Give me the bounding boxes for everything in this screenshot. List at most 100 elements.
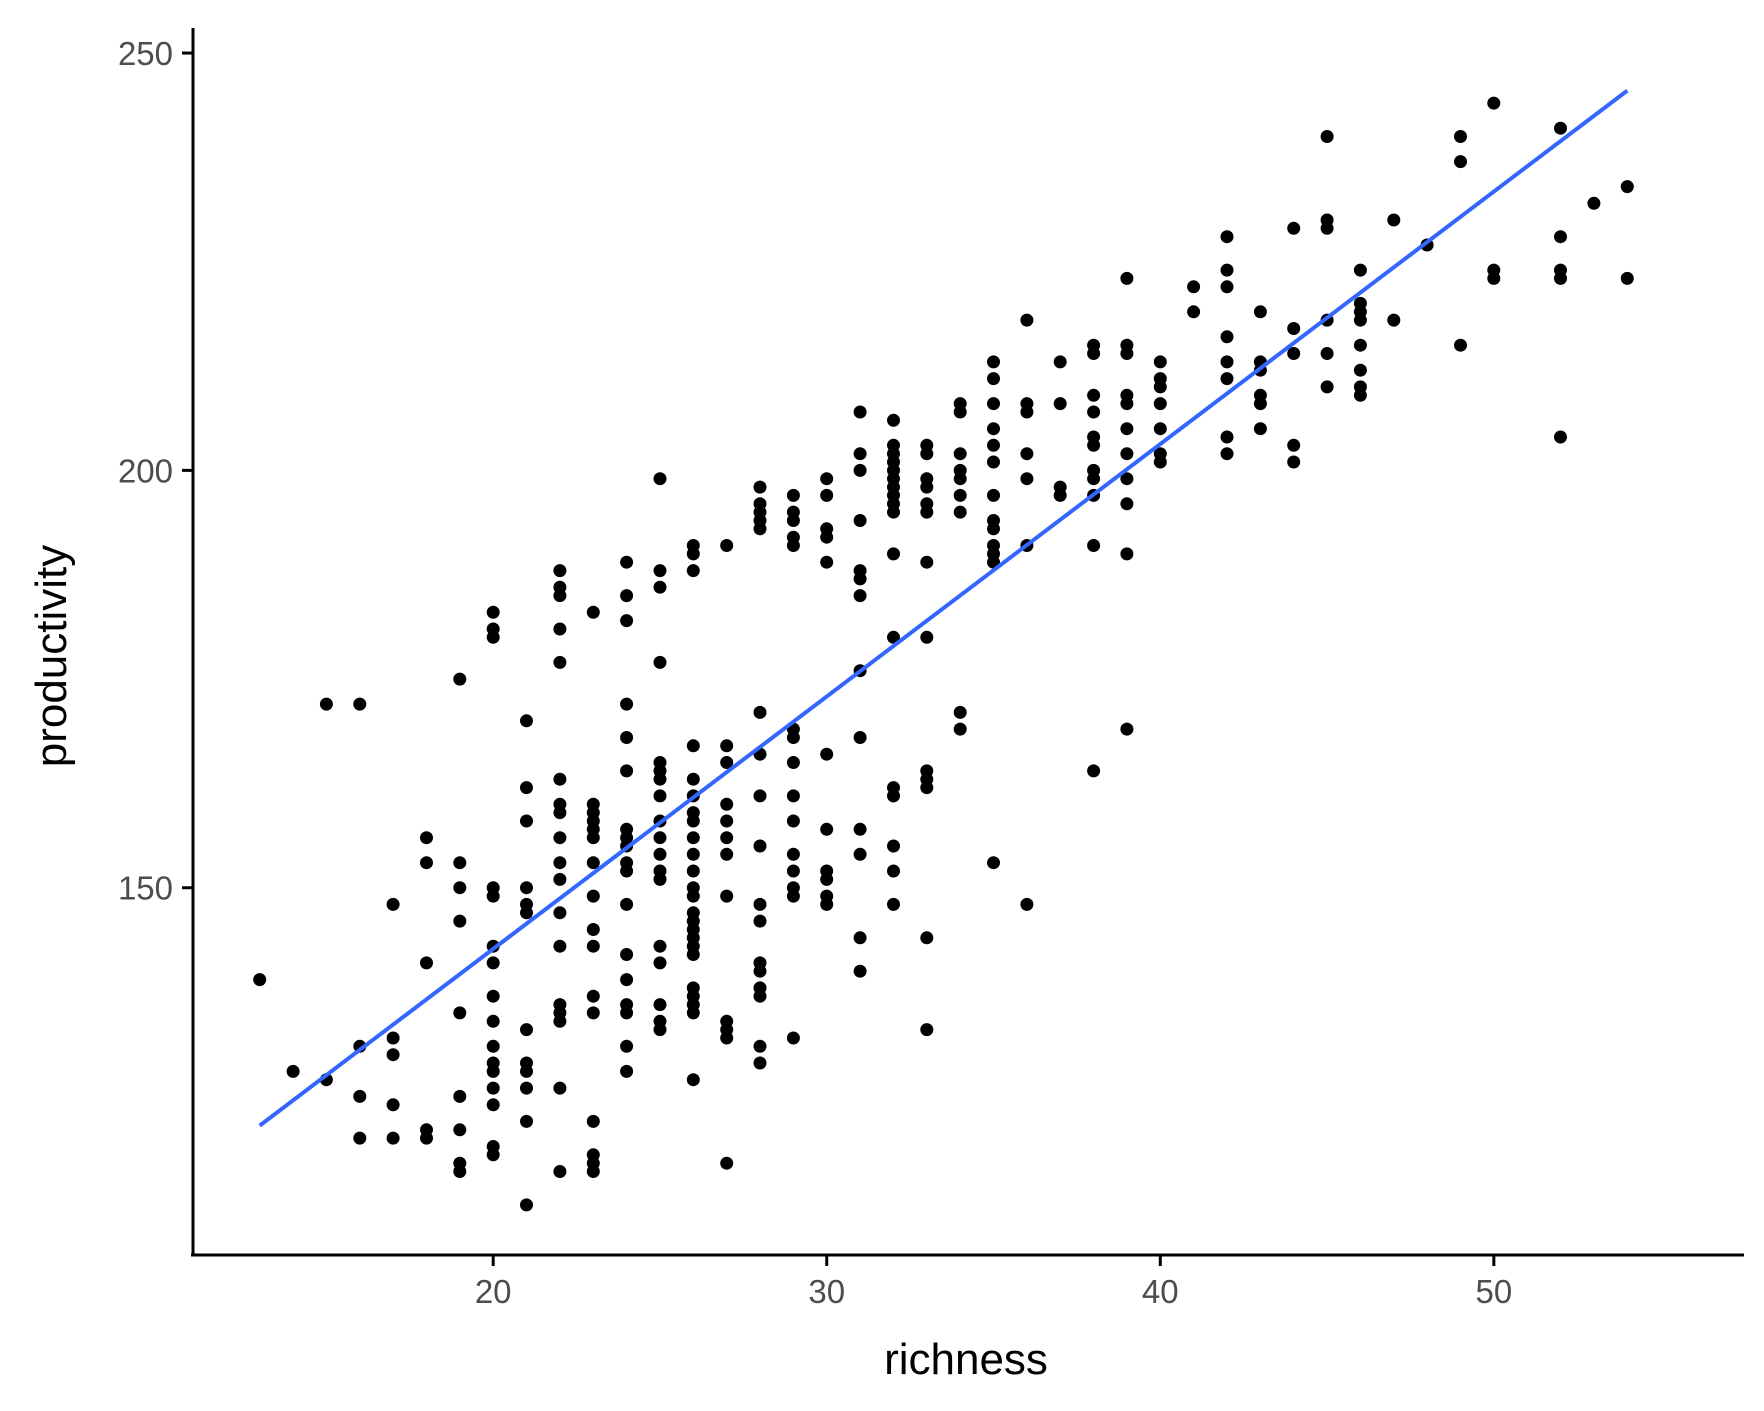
data-point bbox=[253, 973, 267, 987]
data-point bbox=[786, 505, 800, 519]
data-point bbox=[586, 605, 600, 619]
x-tick-label: 40 bbox=[1142, 1273, 1179, 1310]
data-point bbox=[1620, 180, 1634, 194]
data-point bbox=[1487, 263, 1501, 277]
data-point bbox=[653, 655, 667, 669]
data-point bbox=[1187, 305, 1201, 319]
data-point bbox=[586, 889, 600, 903]
data-point bbox=[1454, 155, 1467, 169]
data-point bbox=[553, 797, 567, 811]
data-point bbox=[1087, 463, 1101, 477]
data-point bbox=[853, 847, 867, 861]
data-point bbox=[1120, 388, 1134, 402]
data-point bbox=[453, 1123, 467, 1137]
data-point bbox=[686, 564, 700, 578]
data-point bbox=[386, 1098, 400, 1112]
data-point bbox=[887, 413, 900, 427]
data-point bbox=[1153, 397, 1167, 411]
data-point bbox=[653, 1014, 667, 1028]
data-point bbox=[1220, 372, 1234, 386]
data-point bbox=[720, 539, 734, 552]
data-point bbox=[486, 1039, 500, 1053]
data-point bbox=[586, 797, 600, 811]
data-point bbox=[319, 697, 333, 711]
data-point bbox=[720, 739, 734, 753]
data-point bbox=[653, 956, 667, 970]
data-point bbox=[553, 772, 567, 786]
x-tick-label: 50 bbox=[1475, 1273, 1512, 1310]
data-point bbox=[753, 1039, 767, 1053]
data-point bbox=[953, 447, 967, 461]
data-point bbox=[1120, 472, 1134, 486]
data-point bbox=[753, 789, 767, 803]
data-point bbox=[286, 1064, 300, 1078]
data-point bbox=[753, 897, 767, 911]
data-point bbox=[920, 630, 934, 644]
data-point bbox=[920, 931, 934, 945]
data-point bbox=[586, 989, 600, 1003]
data-point bbox=[820, 747, 834, 761]
data-point bbox=[853, 405, 867, 419]
data-point bbox=[386, 1031, 400, 1045]
data-point bbox=[686, 981, 700, 995]
data-point bbox=[486, 1014, 500, 1028]
data-point bbox=[553, 1081, 567, 1095]
data-point bbox=[686, 864, 700, 878]
data-point bbox=[720, 847, 734, 861]
data-point bbox=[620, 897, 634, 911]
data-point bbox=[420, 956, 433, 970]
data-point bbox=[620, 1064, 634, 1078]
x-ticks: 20 30 40 50 bbox=[475, 1255, 1512, 1310]
data-point bbox=[953, 397, 967, 411]
data-point bbox=[686, 806, 700, 820]
data-point bbox=[1120, 547, 1134, 561]
data-point bbox=[1120, 722, 1134, 736]
data-point bbox=[520, 881, 533, 895]
data-point bbox=[1554, 121, 1567, 135]
data-point bbox=[453, 914, 467, 928]
data-point bbox=[1387, 213, 1401, 227]
data-point bbox=[1020, 897, 1034, 911]
data-point bbox=[786, 1031, 800, 1045]
data-point bbox=[1220, 263, 1234, 277]
data-point bbox=[586, 923, 600, 936]
data-point bbox=[1353, 338, 1367, 352]
data-point bbox=[720, 1156, 734, 1170]
data-point bbox=[1087, 338, 1101, 352]
data-point bbox=[720, 756, 734, 769]
data-point bbox=[753, 839, 767, 853]
data-point bbox=[653, 847, 667, 861]
data-point bbox=[1554, 263, 1567, 277]
data-point bbox=[987, 514, 1000, 527]
data-point bbox=[786, 881, 800, 895]
data-point bbox=[786, 530, 800, 544]
data-point bbox=[1220, 280, 1234, 294]
data-point bbox=[486, 989, 500, 1003]
data-point bbox=[953, 705, 967, 719]
data-point bbox=[520, 897, 533, 911]
data-point bbox=[653, 564, 667, 578]
data-point bbox=[820, 864, 834, 878]
data-point bbox=[653, 580, 667, 594]
data-point bbox=[353, 1131, 367, 1145]
data-point bbox=[586, 1148, 600, 1162]
data-point bbox=[453, 1089, 467, 1103]
data-point bbox=[453, 1156, 467, 1170]
data-point bbox=[820, 555, 834, 569]
data-point bbox=[1053, 397, 1067, 411]
data-point bbox=[887, 781, 900, 795]
data-point bbox=[1187, 280, 1201, 294]
data-point bbox=[486, 956, 500, 970]
data-point bbox=[586, 939, 600, 953]
data-point bbox=[653, 831, 667, 845]
data-point bbox=[920, 438, 934, 452]
data-point bbox=[420, 1123, 433, 1137]
data-point bbox=[1554, 230, 1567, 244]
data-point bbox=[1153, 355, 1167, 369]
data-point bbox=[520, 714, 533, 728]
data-point bbox=[953, 463, 967, 477]
data-point bbox=[620, 822, 634, 836]
data-point bbox=[620, 731, 634, 744]
data-point bbox=[1087, 430, 1101, 444]
